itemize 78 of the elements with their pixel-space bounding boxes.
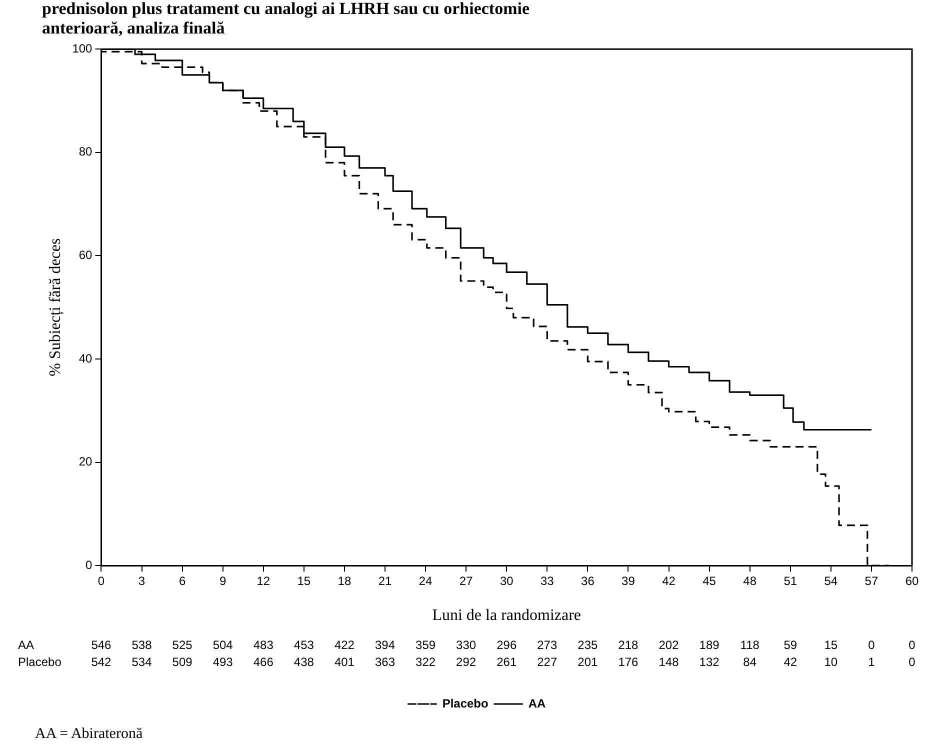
x-tick-label: 15 bbox=[297, 574, 311, 588]
y-tick-label: 60 bbox=[78, 248, 93, 262]
text: 148 bbox=[658, 654, 680, 669]
x-tick-label: 3 bbox=[138, 574, 146, 588]
text: 296 bbox=[496, 638, 517, 652]
text: 273 bbox=[537, 638, 558, 652]
y-tick-label: 80 bbox=[78, 144, 93, 159]
x-tick-label: 30 bbox=[500, 574, 514, 588]
x-tick-label: 33 bbox=[540, 574, 554, 588]
x-tick-label: 54 bbox=[824, 574, 838, 588]
y-tick-label: 40 bbox=[78, 351, 93, 366]
text: 261 bbox=[496, 654, 517, 669]
text: AA bbox=[18, 638, 34, 652]
text: 483 bbox=[253, 638, 274, 652]
text: AA = Abirateronă bbox=[35, 726, 143, 743]
x-tick-label: 12 bbox=[256, 574, 270, 588]
text: 453 bbox=[294, 638, 314, 652]
text: 59 bbox=[784, 638, 798, 652]
text: 438 bbox=[294, 654, 314, 669]
text: 394 bbox=[374, 638, 396, 652]
text: 401 bbox=[334, 654, 355, 669]
text: 10 bbox=[824, 654, 838, 669]
text: 227 bbox=[537, 654, 558, 669]
x-axis-title: Luni de la randomizare bbox=[432, 606, 582, 624]
text: 235 bbox=[578, 638, 598, 652]
text: 218 bbox=[618, 638, 639, 652]
x-tick-label: 24 bbox=[418, 574, 433, 588]
x-tick-label: 48 bbox=[743, 574, 757, 588]
x-tick-label: 21 bbox=[378, 574, 392, 588]
x-tick-label: 0 bbox=[98, 574, 105, 588]
text: 132 bbox=[699, 654, 720, 669]
text: 546 bbox=[91, 638, 112, 652]
y-tick-label: 20 bbox=[78, 454, 93, 469]
text: 509 bbox=[172, 654, 193, 669]
text: 201 bbox=[578, 654, 598, 669]
text: anterioară, analiza finală bbox=[42, 18, 225, 38]
text: 176 bbox=[618, 654, 639, 669]
text: 359 bbox=[416, 638, 436, 652]
text: 330 bbox=[456, 638, 476, 652]
text: 42 bbox=[784, 654, 798, 669]
text: 322 bbox=[416, 654, 436, 669]
x-tick-label: 36 bbox=[581, 574, 595, 588]
text: Placebo bbox=[18, 654, 62, 669]
text: 542 bbox=[91, 654, 112, 669]
y-axis-title: % Subiecți fără deces bbox=[46, 238, 64, 376]
text: 525 bbox=[172, 638, 193, 652]
x-tick-label: 60 bbox=[905, 574, 919, 588]
text: 0 bbox=[868, 638, 876, 652]
x-tick-label: 9 bbox=[219, 574, 226, 588]
text: 189 bbox=[699, 638, 720, 652]
text: 1 bbox=[868, 654, 876, 669]
x-tick-label: 18 bbox=[338, 574, 352, 588]
x-tick-label: 45 bbox=[702, 574, 716, 588]
x-tick-label: 27 bbox=[459, 574, 474, 588]
x-tick-label: 6 bbox=[178, 574, 186, 588]
text: 0 bbox=[908, 654, 916, 669]
text: 466 bbox=[253, 654, 274, 669]
text: 422 bbox=[334, 638, 355, 652]
text: 202 bbox=[658, 638, 680, 652]
text: 363 bbox=[374, 654, 396, 669]
text: 292 bbox=[456, 654, 476, 669]
text: 493 bbox=[212, 654, 234, 669]
x-tick-label: 42 bbox=[662, 574, 676, 588]
text: 84 bbox=[743, 654, 757, 669]
text: 534 bbox=[132, 654, 152, 669]
x-tick-label: 57 bbox=[864, 574, 878, 588]
text: prednisolon plus tratament cu analogi ai LHRH sau cu orhiectomie bbox=[42, 0, 530, 18]
text: 15 bbox=[824, 638, 838, 652]
legend-label: Placebo bbox=[442, 696, 488, 710]
legend-label: AA bbox=[528, 696, 546, 710]
text: 0 bbox=[908, 638, 916, 652]
x-tick-label: 51 bbox=[784, 574, 798, 588]
text: 118 bbox=[740, 638, 760, 652]
text: 504 bbox=[212, 638, 234, 652]
x-tick-label: 39 bbox=[622, 574, 636, 588]
y-tick-label: 0 bbox=[86, 558, 93, 572]
y-tick-label: 100 bbox=[72, 41, 93, 56]
text: 538 bbox=[132, 638, 152, 652]
